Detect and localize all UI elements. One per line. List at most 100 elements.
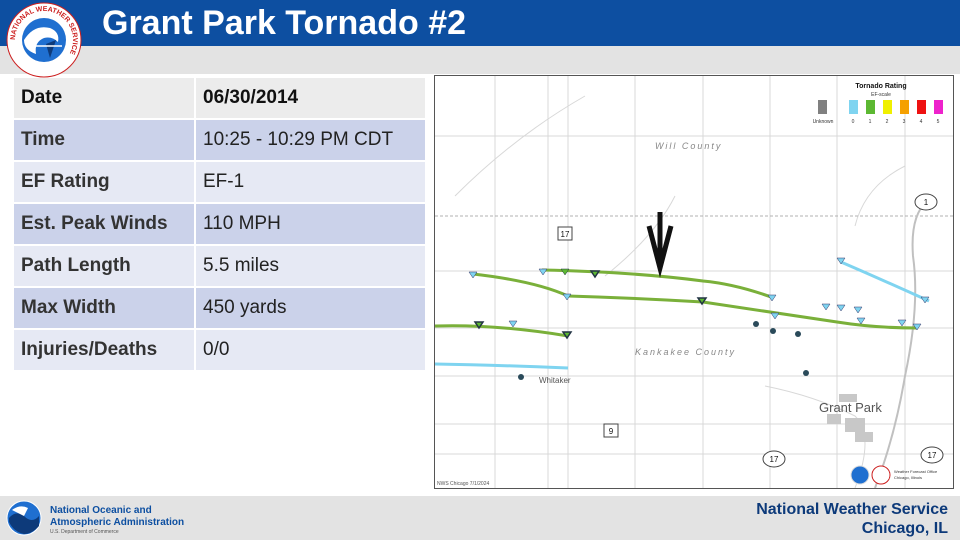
page-title: Grant Park Tornado #2 <box>102 4 467 42</box>
row-value: 0/0 <box>194 330 425 370</box>
ef0-marker <box>538 268 548 276</box>
legend-swatch-4 <box>917 100 926 114</box>
legend-label-2: 2 <box>886 119 889 125</box>
row-value: 5.5 miles <box>194 246 425 286</box>
row-value: 06/30/2014 <box>194 78 425 118</box>
ef1-marker <box>473 321 485 330</box>
noaa-logo-icon <box>6 500 42 536</box>
route-17c-number: 17 <box>928 451 937 460</box>
table-row: Path Length 5.5 miles <box>14 246 425 286</box>
damage-point <box>770 328 776 334</box>
table-row: Injuries/Deaths 0/0 <box>14 330 425 370</box>
route-shield-17: 17 <box>557 226 573 241</box>
row-label: EF Rating <box>14 162 194 202</box>
nws-line1: National Weather Service <box>756 501 948 518</box>
map-canvas: Will County Kankakee County Grant Park W… <box>435 76 953 488</box>
legend-swatch-unknown <box>818 100 827 114</box>
route-shield-1: 1 <box>914 193 938 211</box>
legend-swatch-0 <box>849 100 858 114</box>
ef0-marker <box>468 271 478 279</box>
legend-label-3: 3 <box>903 119 906 125</box>
wfo-line1: Weather Forecast Office <box>894 469 938 474</box>
table-row: Time 10:25 - 10:29 PM CDT <box>14 120 425 160</box>
ef1-track <box>435 324 569 338</box>
nws-logo-icon: NATIONAL WEATHER SERVICE <box>6 2 82 78</box>
ef0-marker <box>562 293 572 301</box>
route-1-number: 1 <box>924 198 929 207</box>
damage-point <box>753 321 759 327</box>
table-row: EF Rating EF-1 <box>14 162 425 202</box>
highway-1 <box>874 200 928 488</box>
ef1-track <box>541 268 772 299</box>
legend-title: Tornado Rating <box>855 83 906 90</box>
row-value: 10:25 - 10:29 PM CDT <box>194 120 425 160</box>
grant-park-town <box>827 394 873 442</box>
ef0-track <box>435 362 569 370</box>
sub-bar <box>0 46 960 74</box>
nws-small-logo-icon <box>871 465 891 485</box>
row-label: Date <box>14 78 194 118</box>
ef0-marker <box>912 323 922 331</box>
legend-label-0: 0 <box>852 119 855 125</box>
noaa-sub: U.S. Department of Commerce <box>50 529 119 535</box>
tornado-rating-legend: Tornado Rating EF-scale Unknown 0 1 2 3 … <box>813 83 943 125</box>
row-label: Max Width <box>14 288 194 328</box>
row-value: EF-1 <box>194 162 425 202</box>
title-bar: Grant Park Tornado #2 <box>0 0 960 46</box>
nws-office-name: National Weather Service Chicago, IL <box>756 500 948 538</box>
table-row: Max Width 450 yards <box>14 288 425 328</box>
nws-line2: Chicago, IL <box>861 520 948 537</box>
ef1-marker <box>560 268 570 276</box>
kankakee-county-label: Kankakee County <box>635 347 736 357</box>
ef0-tracks <box>435 260 930 370</box>
ef1-marker <box>589 270 601 279</box>
tornado-track-map[interactable]: Will County Kankakee County Grant Park W… <box>434 75 954 489</box>
row-label: Injuries/Deaths <box>14 330 194 370</box>
tornado-info-table: Date 06/30/2014 Time 10:25 - 10:29 PM CD… <box>14 76 425 372</box>
ef0-marker <box>920 296 930 304</box>
route-shield-17c: 17 <box>920 446 944 464</box>
route-shield-17b: 17 <box>762 450 786 468</box>
noaa-line2: Atmospheric Administration <box>50 517 185 528</box>
route-17-number: 17 <box>561 230 570 239</box>
ef0-marker <box>897 319 907 327</box>
road-grid <box>435 76 953 488</box>
route-9-number: 9 <box>609 427 614 436</box>
table-row: Est. Peak Winds 110 MPH <box>14 204 425 244</box>
row-label: Time <box>14 120 194 160</box>
ef0-marker <box>836 304 846 312</box>
footer-bar: National Oceanic and Atmospheric Adminis… <box>0 496 960 540</box>
ef1-track <box>472 272 918 330</box>
row-value: 110 MPH <box>194 204 425 244</box>
ef0-marker <box>508 320 518 328</box>
legend-label-4: 4 <box>920 119 923 125</box>
ef0-marker <box>836 257 846 265</box>
table-row: Date 06/30/2014 <box>14 78 425 118</box>
damage-point <box>518 374 524 380</box>
legend-subtitle: EF-scale <box>871 92 891 98</box>
ef0-marker <box>853 306 863 314</box>
noaa-name: National Oceanic and Atmospheric Adminis… <box>50 505 184 529</box>
legend-label-1: 1 <box>869 119 872 125</box>
whitaker-label: Whitaker <box>539 376 571 385</box>
row-label: Est. Peak Winds <box>14 204 194 244</box>
route-17b-number: 17 <box>770 455 779 464</box>
legend-swatch-1 <box>866 100 875 114</box>
map-credit: NWS Chicago 7/1/2024 <box>437 481 489 487</box>
legend-swatch-3 <box>900 100 909 114</box>
ef0-marker <box>767 294 777 302</box>
legend-swatch-5 <box>934 100 943 114</box>
row-label: Path Length <box>14 246 194 286</box>
legend-swatch-2 <box>883 100 892 114</box>
legend-label-5: 5 <box>937 119 940 125</box>
ef1-tracks <box>435 268 918 338</box>
ef0-track <box>840 260 930 303</box>
ef0-marker <box>856 317 866 325</box>
noaa-small-logo-icon <box>850 465 870 485</box>
route-shield-9: 9 <box>603 423 619 438</box>
ef0-marker <box>821 303 831 311</box>
ef0-marker <box>770 312 780 320</box>
noaa-line1: National Oceanic and <box>50 505 152 516</box>
wfo-line2: Chicago, Illinois <box>894 475 922 480</box>
row-value: 450 yards <box>194 288 425 328</box>
